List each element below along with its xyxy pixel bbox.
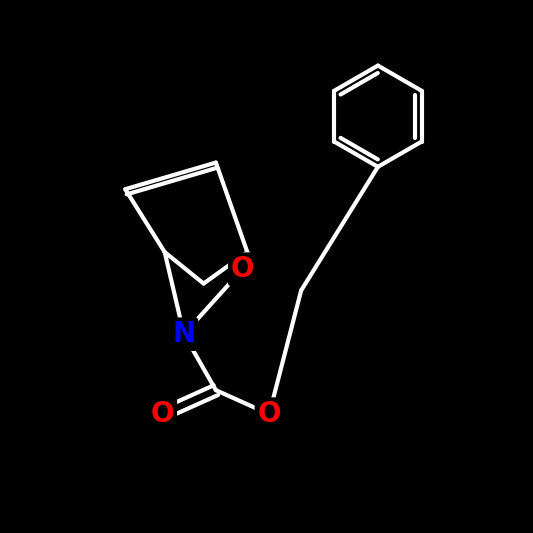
Text: O: O [231,255,254,283]
Text: O: O [257,400,281,428]
Text: N: N [172,320,196,348]
Text: O: O [151,400,174,428]
